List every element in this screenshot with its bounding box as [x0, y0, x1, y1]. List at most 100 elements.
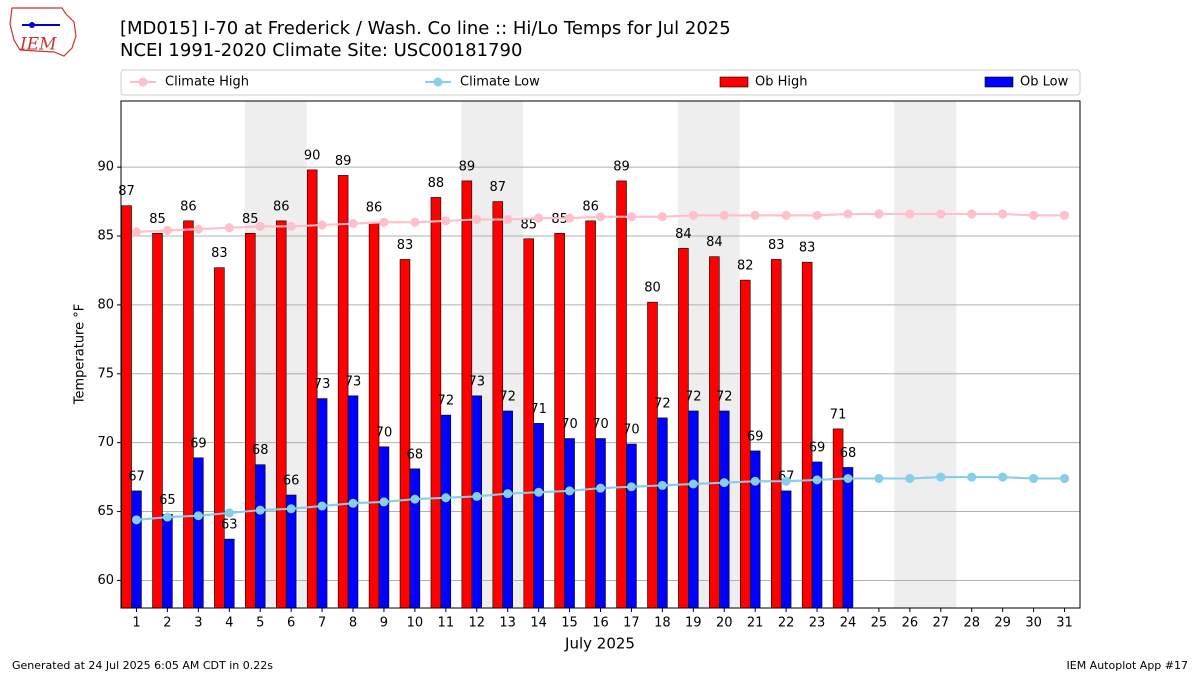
line-point [193, 511, 203, 521]
x-tick-label: 21 [747, 616, 764, 631]
bar [245, 232, 256, 609]
value-label: 68 [840, 446, 857, 461]
line-point [750, 210, 760, 220]
bar [461, 180, 473, 609]
bar [749, 450, 761, 609]
line-point [688, 479, 698, 489]
x-tick-label: 22 [778, 616, 795, 631]
x-tick-label: 5 [256, 616, 264, 631]
line-point [936, 209, 946, 219]
bar [399, 259, 411, 609]
value-label: 83 [211, 246, 228, 261]
line-point [1029, 210, 1039, 220]
value-label: 70 [376, 425, 393, 440]
line-point [750, 476, 760, 486]
bar [718, 410, 730, 609]
x-tick-label: 28 [963, 616, 980, 631]
bar [275, 220, 287, 609]
value-label: 73 [314, 377, 331, 392]
line-point [410, 217, 420, 227]
bar [162, 514, 173, 609]
value-label: 86 [273, 199, 290, 214]
y-tick-label: 90 [97, 160, 114, 175]
logo-dot [29, 22, 35, 28]
value-label: 87 [490, 180, 507, 195]
x-tick-label: 29 [994, 616, 1011, 631]
bar [709, 256, 720, 609]
line-point [843, 209, 853, 219]
bar [801, 261, 813, 609]
bar [214, 267, 225, 609]
value-label: 63 [221, 518, 238, 533]
bar [595, 438, 606, 609]
y-tick-label: 80 [97, 297, 114, 312]
x-tick-label: 10 [407, 616, 424, 631]
line-point [1029, 473, 1039, 483]
legend-marker [433, 77, 443, 87]
bar [378, 446, 390, 609]
line-point [255, 221, 265, 231]
legend-swatch [984, 76, 1014, 88]
y-tick-label: 60 [97, 573, 114, 588]
line-point [317, 501, 327, 511]
line-point [657, 480, 667, 490]
value-label: 70 [592, 417, 609, 432]
y-tick-label: 65 [97, 504, 114, 519]
value-label: 73 [345, 374, 362, 389]
line-point [998, 472, 1008, 482]
value-label: 73 [468, 374, 485, 389]
chart-subtitle: NCEI 1991-2020 Climate Site: USC00181790 [120, 40, 522, 61]
value-label: 67 [128, 469, 145, 484]
line-point [688, 210, 698, 220]
value-label: 66 [283, 474, 300, 489]
x-tick-label: 19 [685, 616, 702, 631]
bar [368, 221, 380, 609]
value-label: 72 [654, 396, 671, 411]
logo-outline [9, 7, 77, 57]
line-point [286, 221, 296, 231]
line-point [472, 491, 482, 501]
bar [616, 180, 627, 609]
line-point [905, 209, 915, 219]
value-label: 82 [737, 259, 754, 274]
line-point [503, 214, 513, 224]
line-point [719, 478, 729, 488]
line-point [719, 210, 729, 220]
value-label: 85 [242, 212, 259, 227]
line-point [348, 498, 358, 508]
bar [770, 259, 782, 609]
x-tick-label: 25 [871, 616, 888, 631]
bar [688, 410, 699, 609]
x-tick-label: 27 [933, 616, 950, 631]
x-tick-label: 9 [380, 616, 388, 631]
x-tick-label: 20 [716, 616, 733, 631]
bar [842, 467, 854, 609]
footer-right: IEM Autoplot App #17 [1067, 659, 1189, 672]
value-label: 80 [644, 281, 661, 296]
value-label: 72 [716, 389, 733, 404]
line-point [162, 512, 172, 522]
value-label: 86 [366, 201, 383, 216]
bar [183, 220, 194, 609]
value-label: 89 [613, 159, 630, 174]
line-point [596, 483, 605, 493]
x-tick-label: 24 [840, 616, 857, 631]
value-label: 70 [561, 417, 578, 432]
value-label: 85 [551, 212, 568, 227]
bar [780, 490, 792, 609]
x-tick-label: 6 [287, 616, 295, 631]
value-label: 72 [685, 389, 702, 404]
x-tick-label: 12 [468, 616, 485, 631]
line-point [131, 227, 141, 237]
x-tick-label: 4 [225, 616, 233, 631]
line-point [1060, 473, 1070, 483]
x-tick-label: 16 [592, 616, 609, 631]
x-tick-label: 18 [654, 616, 671, 631]
bar [254, 464, 266, 609]
line-point [874, 473, 884, 483]
value-label: 83 [799, 241, 816, 256]
bar [224, 538, 235, 609]
line-point [255, 505, 265, 515]
y-axis-label: Temperature °F [73, 304, 88, 405]
